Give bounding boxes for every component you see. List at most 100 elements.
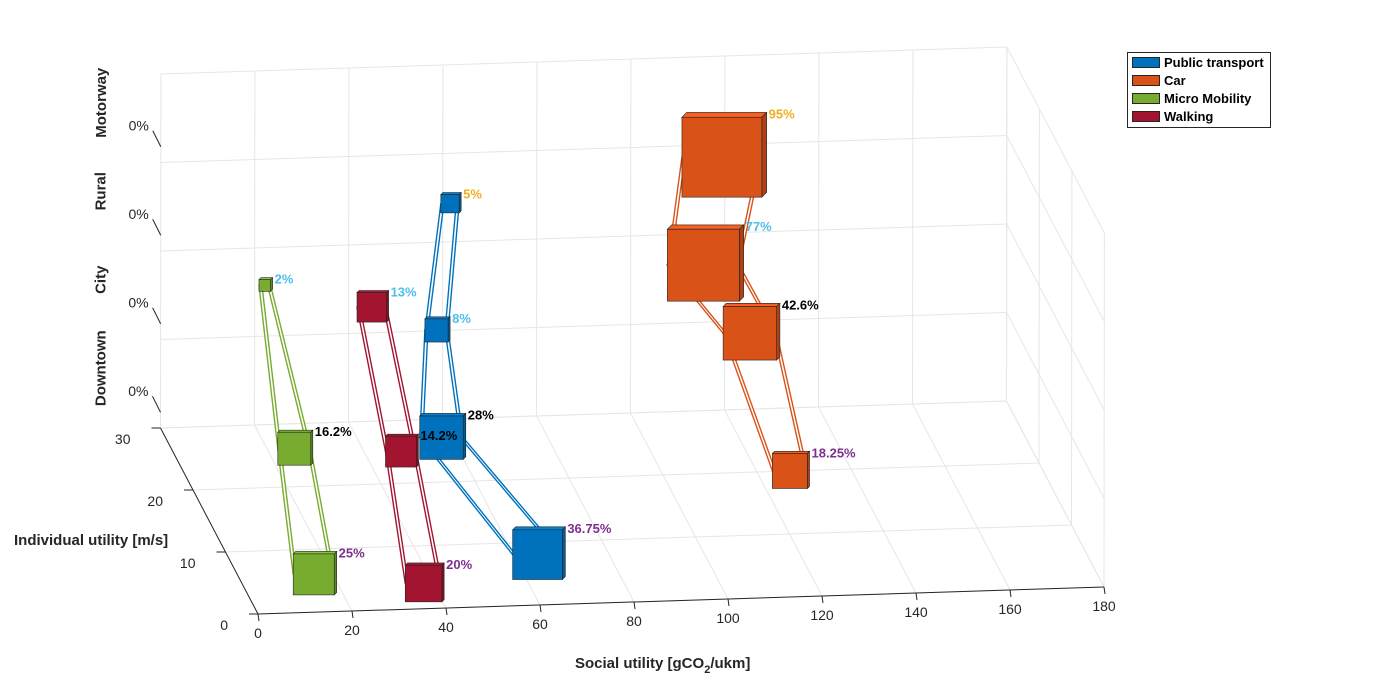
bar-box (385, 435, 417, 468)
bar-top (419, 413, 467, 417)
x-tick-label: 120 (810, 607, 834, 623)
bar-top (666, 224, 745, 230)
bar-top (440, 192, 462, 195)
bar-side (462, 412, 467, 461)
legend: Public transport Car Micro Mobility Walk… (1127, 52, 1271, 128)
z-tick-label: 0% (129, 118, 149, 134)
legend-swatch-walking (1132, 111, 1160, 122)
z-tick-label: 0% (128, 383, 148, 399)
bar-box (356, 292, 387, 323)
grid-line (225, 170, 1073, 553)
bar-box (277, 431, 312, 466)
grid-line (160, 134, 1105, 322)
data-label: 28% (468, 407, 494, 422)
z-category-label: City (93, 265, 110, 294)
bar-top (771, 451, 811, 454)
grid-line (159, 73, 259, 615)
bar-box (667, 228, 740, 302)
z-category-label: Rural (93, 172, 110, 210)
tick-labels: 0 20 40 60 80 100 120 140 160 180 0 10 20 30 0% Downtow… (93, 67, 1116, 641)
data-label: 14.2% (420, 428, 457, 443)
bar-top (681, 112, 768, 118)
legend-item-walking[interactable]: Walking (1132, 109, 1268, 125)
bar-top (277, 429, 314, 433)
x-tick-label: 140 (904, 604, 928, 620)
series-paths (258, 111, 811, 603)
z-tick-label: 0% (128, 295, 148, 311)
y-tick-label: 10 (180, 555, 196, 571)
bar-top (292, 551, 338, 555)
bar-top (404, 562, 445, 566)
grid-line (160, 311, 1105, 499)
data-labels: 36.75% 28% 8% 5% 18.25% 42.6% 77% 95% 25% 16.2% 2%… (275, 106, 856, 572)
data-label: 25% (339, 545, 365, 560)
bar-side (761, 111, 767, 198)
data-label: 77% (746, 219, 772, 234)
data-label: 95% (769, 106, 795, 121)
x-tick-label: 60 (532, 616, 548, 632)
grid-line (160, 223, 1105, 411)
bar-box (419, 415, 464, 460)
legend-item-car[interactable]: Car (1132, 73, 1268, 89)
ribbon-left (384, 450, 410, 585)
data-label: 18.25% (812, 445, 857, 460)
legend-label: Car (1164, 73, 1186, 88)
x-tick-label: 40 (438, 619, 454, 635)
legend-label: Micro Mobility (1164, 91, 1252, 106)
bar-side (807, 450, 810, 490)
bar-top (511, 526, 567, 531)
legend-swatch-public-transport (1132, 57, 1160, 68)
legend-swatch-micro-mobility (1132, 93, 1160, 104)
bar-box (512, 529, 563, 580)
data-label: 42.6% (782, 297, 819, 312)
y-tick-label: 20 (147, 493, 163, 509)
grid-line (253, 70, 353, 612)
bar-side (310, 429, 314, 466)
z-tick-mark (152, 307, 162, 324)
bar-side (776, 302, 781, 361)
legend-item-micro-mobility[interactable]: Micro Mobility (1132, 91, 1268, 107)
bar-box (772, 453, 808, 489)
data-label: 8% (452, 311, 471, 326)
bar-side (739, 224, 744, 302)
legend-item-public-transport[interactable]: Public transport (1132, 55, 1268, 71)
data-label: 20% (446, 557, 472, 572)
y-tick-label: 0 (220, 617, 228, 633)
data-label: 13% (391, 285, 417, 300)
x-axis-line (257, 586, 1105, 615)
grid-lines (159, 46, 1105, 615)
x-axis-title: Social utility [gCO2/ukm] (575, 655, 750, 676)
data-label: 16.2% (315, 424, 352, 439)
x-tick-mark (727, 598, 730, 607)
axes (151, 130, 1106, 622)
series-walking (356, 289, 445, 603)
bar-box (681, 116, 763, 198)
series-public-transport (418, 191, 567, 581)
bar-box (404, 564, 443, 603)
bar-box (722, 306, 777, 361)
ribbon-left (424, 202, 445, 332)
y-axis-title: Individual utility [m/s] (14, 532, 168, 549)
x-tick-mark (257, 613, 260, 622)
legend-label: Public transport (1164, 55, 1264, 70)
x-tick-mark (1103, 586, 1106, 595)
x-tick-mark (633, 601, 636, 610)
x-tick-label: 80 (626, 613, 642, 629)
x-tick-label: 20 (344, 622, 360, 638)
bar-box (440, 194, 460, 214)
grid-line (817, 52, 917, 594)
bar-box (292, 553, 335, 596)
z-category-label: Downtown (93, 330, 110, 406)
bar-box (424, 318, 449, 343)
y-tick-label: 30 (115, 431, 131, 447)
data-label: 5% (463, 187, 482, 202)
data-label: 2% (275, 272, 294, 287)
x-tick-label: 100 (716, 610, 740, 626)
x-tick-mark (445, 607, 448, 616)
x-tick-mark (351, 610, 354, 619)
grid-line (160, 46, 1105, 234)
data-label: 36.75% (567, 521, 612, 536)
bar-side (386, 289, 389, 323)
z-category-label: Motorway (93, 67, 110, 138)
